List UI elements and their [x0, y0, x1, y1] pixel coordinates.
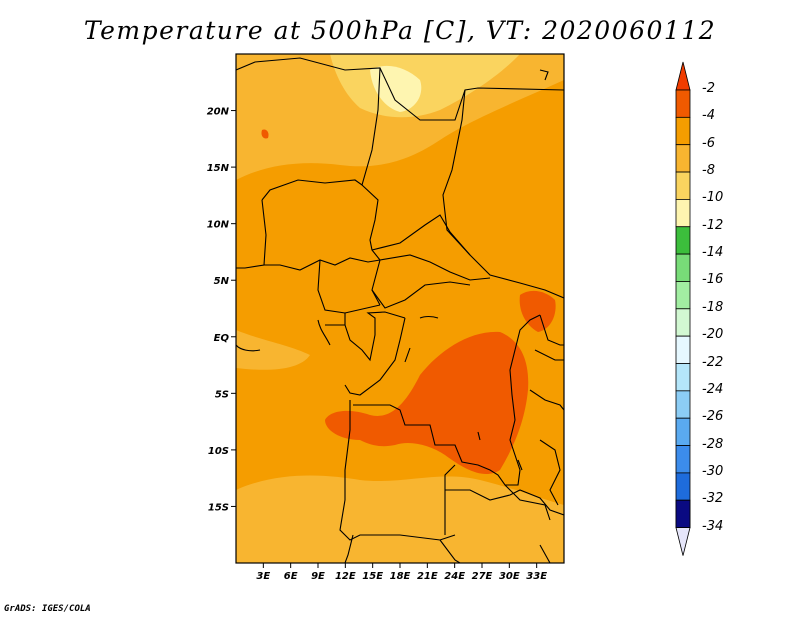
- colorbar-label: -24: [702, 381, 724, 397]
- longitude-tick-label: 6E: [284, 571, 298, 582]
- country-borders: [236, 57, 564, 563]
- colorbar: [675, 61, 691, 556]
- field-warm-congo: [325, 331, 529, 475]
- longitude-tick-label: 18E: [390, 571, 411, 582]
- colorbar-label: -14: [702, 245, 724, 261]
- colorbar-label: -12: [702, 217, 724, 233]
- border-line: [529, 389, 564, 506]
- colorbar-label: -10: [702, 190, 724, 206]
- colorbar-swatch: [675, 281, 691, 310]
- temperature-field: [236, 54, 564, 563]
- longitude-tick-label: 27E: [472, 571, 493, 582]
- border-line: [344, 534, 551, 563]
- longitude-tick-label: 3E: [256, 571, 270, 582]
- colorbar-bottom-arrow: [675, 527, 691, 556]
- colorbar-label: -30: [702, 463, 724, 479]
- colorbar-swatch: [675, 335, 691, 364]
- colorbar-swatch: [675, 472, 691, 501]
- colorbar-label: -26: [702, 409, 724, 425]
- latitude-axis: 20N 15N 10N 5N EQ 5S 10S 15S: [207, 107, 236, 513]
- colorbar-label: -20: [702, 327, 724, 343]
- colorbar-top-arrow: [675, 61, 691, 91]
- longitude-tick-label: 24E: [444, 571, 465, 582]
- latitude-tick-label: 5S: [215, 389, 229, 400]
- longitude-tick-label: 30E: [499, 571, 520, 582]
- colorbar-swatch: [675, 390, 691, 419]
- colorbar-swatch: [675, 445, 691, 474]
- field-pale-north: [370, 65, 422, 112]
- colorbar-swatch: [675, 226, 691, 255]
- colorbar-swatch: [675, 499, 691, 529]
- colorbar-label: -16: [702, 272, 724, 288]
- border-line: [371, 281, 471, 309]
- border-line: [344, 317, 406, 396]
- border-line: [264, 257, 381, 271]
- field-cool-south: [236, 475, 564, 563]
- border-line: [534, 314, 564, 361]
- colorbar-swatch: [675, 417, 691, 446]
- latitude-tick-label: 10S: [208, 446, 229, 457]
- colorbar-label: -18: [702, 299, 724, 315]
- colorbar-label: -34: [702, 518, 724, 534]
- latitude-tick-label: 15N: [207, 163, 230, 174]
- latitude-tick-label: 20N: [207, 107, 230, 118]
- border-line: [325, 311, 406, 362]
- colorbar-label: -4: [702, 108, 715, 124]
- field-warm-nw-speck: [261, 129, 269, 139]
- longitude-tick-label: 15E: [362, 571, 383, 582]
- border-line: [371, 214, 471, 256]
- map-title: Temperature at 500hPa [C], VT: 202006011…: [83, 16, 717, 45]
- colorbar-label: -8: [702, 163, 715, 179]
- latitude-tick-label: EQ: [214, 333, 230, 344]
- longitude-tick-label: 21E: [417, 571, 438, 582]
- colorbar-label: -28: [702, 436, 724, 452]
- colorbar-swatch: [675, 144, 691, 173]
- latitude-tick-label: 15S: [208, 502, 229, 513]
- longitude-axis: 3E 6E 9E 12E 15E 18E 21E 24E 27E 30E 33E: [256, 563, 547, 582]
- longitude-tick-label: 33E: [526, 571, 547, 582]
- latitude-tick-label: 10N: [207, 220, 230, 231]
- border-line: [339, 400, 456, 541]
- border-line: [444, 464, 564, 535]
- longitude-tick-label: 9E: [311, 571, 325, 582]
- border-line: [404, 315, 523, 471]
- coastline: [236, 69, 549, 352]
- colorbar-swatch: [675, 116, 691, 146]
- border-line: [379, 254, 491, 281]
- colorbar-label: -32: [702, 491, 724, 507]
- colorbar-label: -6: [702, 135, 715, 151]
- latitude-tick-label: 5N: [214, 276, 230, 287]
- colorbar-swatch: [675, 363, 691, 392]
- field-cool-west: [236, 330, 310, 370]
- longitude-tick-label: 12E: [335, 571, 356, 582]
- colorbar-label: -2: [702, 81, 715, 96]
- colorbar-label: -22: [702, 354, 724, 370]
- colorbar-swatch: [675, 89, 691, 118]
- border-line: [261, 67, 381, 201]
- colorbar-swatch: [675, 253, 691, 282]
- grads-credit: GrADS: IGES/COLA: [4, 604, 91, 614]
- colorbar-swatch: [675, 308, 691, 337]
- colorbar-swatch: [675, 171, 691, 200]
- border-line: [504, 484, 551, 521]
- border-line: [317, 259, 381, 314]
- border-line: [236, 57, 564, 121]
- colorbar-swatch: [675, 198, 691, 228]
